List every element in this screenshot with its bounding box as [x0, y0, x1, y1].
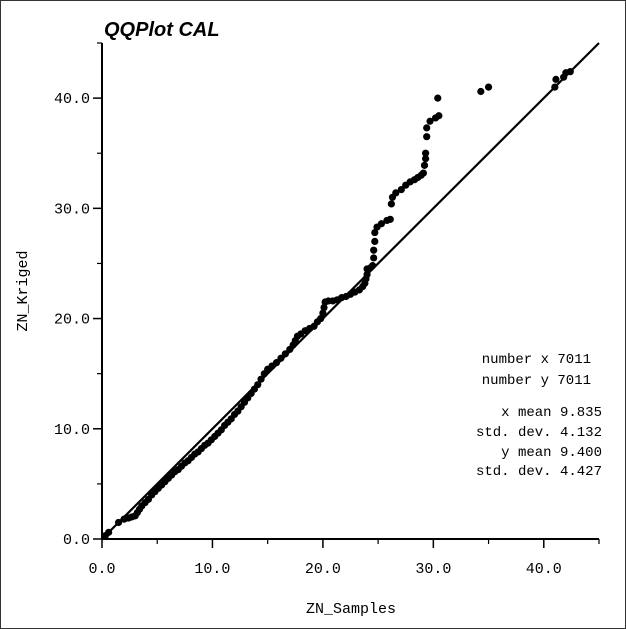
data-point	[371, 237, 379, 245]
data-point	[420, 161, 429, 169]
data-point	[114, 518, 123, 527]
data-points	[101, 68, 574, 540]
x-ticks: 0.0 10.0 20.0 30.0 40.0	[88, 539, 600, 578]
x-axis-label: ZN_Samples	[306, 601, 396, 618]
data-point	[272, 359, 281, 367]
y-tick-label: 30.0	[54, 201, 90, 218]
data-point	[423, 124, 431, 132]
stat-number-x: number x 7011	[482, 352, 591, 368]
data-point	[566, 68, 574, 76]
x-tick-label: 20.0	[305, 561, 341, 578]
data-point	[377, 220, 386, 228]
data-point	[423, 133, 431, 141]
data-point	[281, 350, 289, 358]
y-axis-label: ZN_Kriged	[15, 250, 32, 331]
chart-title: QQPlot CAL	[104, 19, 220, 41]
x-tick-label: 40.0	[526, 561, 562, 578]
data-point	[419, 169, 427, 177]
data-point	[552, 75, 560, 83]
data-point	[426, 117, 434, 125]
data-point	[371, 228, 379, 237]
data-point	[105, 528, 113, 536]
data-point	[254, 381, 262, 389]
stat-y-std: std. dev. 4.427	[476, 464, 602, 480]
data-point	[434, 94, 442, 102]
data-point	[397, 185, 405, 194]
y-tick-label: 0.0	[63, 532, 90, 549]
y-tick-label: 40.0	[54, 91, 90, 108]
stats-box: number x 7011 number y 7011 x mean 9.835…	[476, 352, 602, 480]
data-point	[319, 309, 327, 317]
data-point	[277, 354, 285, 362]
data-point	[386, 215, 394, 223]
data-point	[387, 200, 395, 208]
data-point	[320, 303, 328, 312]
data-point	[551, 83, 559, 91]
data-point	[257, 375, 265, 383]
data-point	[422, 155, 430, 163]
data-point	[477, 87, 485, 96]
y-tick-label: 20.0	[54, 312, 90, 329]
stat-y-mean: y mean 9.400	[501, 445, 602, 461]
y-ticks: 0.0 10.0 20.0 30.0 40.0	[54, 42, 102, 549]
data-point	[370, 246, 378, 254]
data-point	[435, 112, 443, 120]
data-point	[370, 254, 378, 262]
x-tick-label: 30.0	[415, 561, 451, 578]
data-point	[368, 262, 377, 270]
x-tick-label: 10.0	[194, 561, 230, 578]
stat-x-mean: x mean 9.835	[501, 405, 602, 421]
data-point	[317, 314, 325, 323]
x-tick-label: 0.0	[88, 561, 115, 578]
data-point	[392, 189, 400, 197]
data-point	[484, 83, 493, 91]
stat-x-std: std. dev. 4.132	[476, 425, 602, 441]
stat-number-y: number y 7011	[482, 373, 591, 389]
data-point	[363, 270, 371, 279]
data-point	[422, 149, 430, 157]
y-tick-label: 10.0	[54, 422, 90, 439]
